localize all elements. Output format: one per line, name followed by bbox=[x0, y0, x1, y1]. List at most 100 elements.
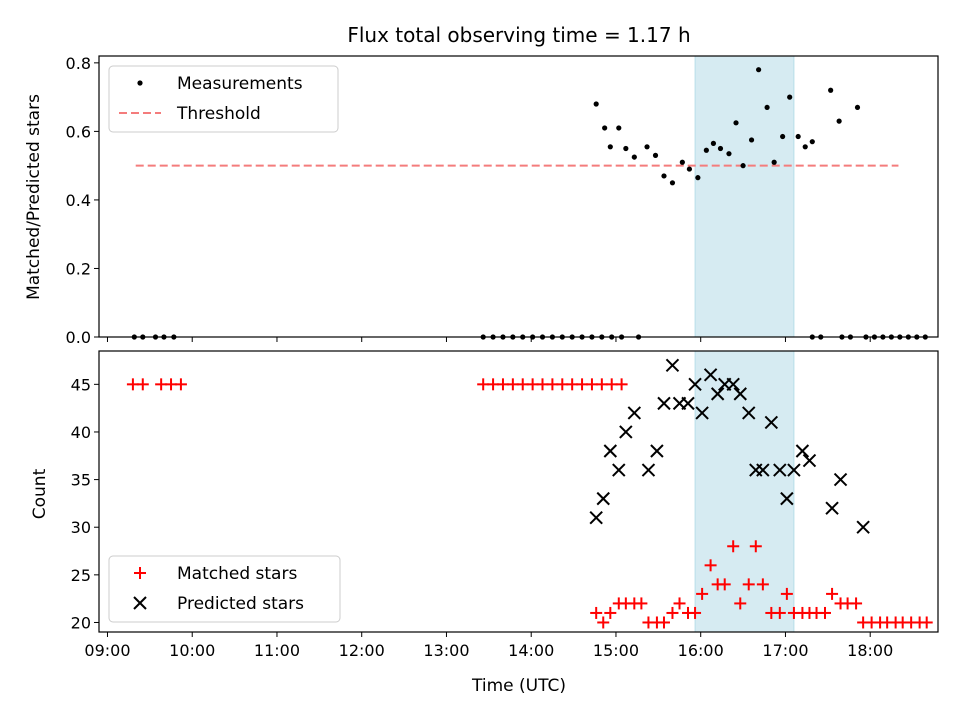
predicted-star-point bbox=[619, 425, 633, 439]
predicted-star-point bbox=[825, 501, 839, 515]
predicted-star-point bbox=[856, 520, 870, 534]
predicted-star-point bbox=[733, 387, 747, 401]
predicted-star-point bbox=[589, 510, 603, 525]
predicted-star-point bbox=[764, 415, 779, 430]
top-y-axis-label: Matched/Predicted stars bbox=[24, 94, 44, 300]
bottom-xtick-label: 11:00 bbox=[254, 641, 300, 660]
predicted-star-point bbox=[657, 396, 671, 411]
bottom-ytick-label: 25 bbox=[71, 566, 91, 585]
measurement-point bbox=[748, 137, 755, 143]
measurement-point bbox=[652, 152, 659, 158]
matched-star-point bbox=[773, 606, 786, 619]
matched-star-point bbox=[615, 378, 628, 391]
predicted-star-point bbox=[780, 491, 794, 506]
bottom-axes-frame bbox=[98, 350, 939, 633]
measurement-point bbox=[836, 118, 842, 124]
legend-matched-marker bbox=[134, 567, 146, 579]
bottom-xtick-label: 17:00 bbox=[762, 641, 808, 660]
matched-star-point bbox=[920, 616, 933, 629]
predicted-star-point bbox=[641, 463, 656, 477]
legend-predicted-label: Predicted stars bbox=[177, 594, 304, 614]
top-legend: Measurements Threshold bbox=[108, 65, 339, 133]
matched-star-point bbox=[604, 606, 617, 619]
bottom-legend: Matched stars Predicted stars bbox=[108, 555, 341, 623]
legend-measurements-label: Measurements bbox=[177, 74, 303, 94]
measurement-point bbox=[771, 159, 777, 165]
bottom-highlight-span bbox=[694, 350, 795, 633]
measurement-point bbox=[740, 163, 746, 169]
measurement-point bbox=[733, 120, 739, 126]
predicted-star-point bbox=[688, 377, 702, 392]
predicted-star-point bbox=[612, 463, 626, 477]
bottom-y-axis-label: Count bbox=[30, 468, 50, 519]
measurement-point bbox=[802, 144, 808, 150]
bottom-ytick-label: 45 bbox=[71, 375, 91, 394]
measurement-point bbox=[795, 133, 801, 140]
predicted-star-point bbox=[603, 444, 618, 458]
bottom-ytick-label: 30 bbox=[71, 518, 91, 537]
top-axes-frame bbox=[98, 55, 939, 338]
predicted-star-point bbox=[710, 387, 725, 401]
predicted-star-point bbox=[703, 368, 718, 382]
measurement-point bbox=[764, 104, 770, 111]
bottom-x-axis-label: Time (UTC) bbox=[471, 676, 566, 696]
bottom-xtick-label: 15:00 bbox=[593, 641, 639, 660]
top-ytick-label: 0.2 bbox=[66, 259, 91, 278]
measurement-point bbox=[593, 101, 599, 107]
predicted-star-point bbox=[596, 491, 610, 506]
bottom-panel: 20 25 30 35 40 45 09:00 10:00 11:00 12:00 13:00 14… bbox=[30, 350, 939, 696]
matched-star-point bbox=[696, 587, 709, 600]
measurement-point bbox=[623, 145, 629, 152]
legend-measurements-marker bbox=[137, 80, 143, 86]
matched-star-point bbox=[136, 378, 149, 391]
measurement-point bbox=[828, 87, 834, 93]
matched-star-point bbox=[734, 597, 747, 610]
legend-predicted-marker bbox=[133, 596, 147, 610]
predicted-star-point bbox=[695, 406, 709, 420]
matched-star-point bbox=[597, 616, 610, 629]
predicted-star-point bbox=[726, 377, 740, 392]
bottom-xtick-label: 10:00 bbox=[169, 641, 215, 660]
measurement-point bbox=[616, 125, 622, 131]
predicted-star-point bbox=[802, 453, 817, 468]
bottom-ytick-label: 20 bbox=[71, 613, 91, 632]
measurement-point bbox=[756, 67, 762, 73]
matched-star-point bbox=[635, 597, 648, 610]
bottom-ytick-label: 35 bbox=[71, 471, 91, 490]
bottom-xtick-label: 09:00 bbox=[84, 641, 130, 660]
measurement-point bbox=[695, 175, 701, 181]
predicted-star-point bbox=[681, 396, 695, 411]
matched-star-point bbox=[666, 606, 679, 619]
bottom-ytick-label: 40 bbox=[71, 423, 91, 442]
measurement-point bbox=[854, 104, 861, 111]
legend-threshold-label: Threshold bbox=[176, 104, 261, 124]
measurement-point bbox=[679, 159, 685, 165]
predicted-star-point bbox=[795, 444, 810, 458]
top-ytick-label: 0.6 bbox=[66, 122, 91, 141]
matched-star-point bbox=[727, 540, 740, 553]
matched-star-point bbox=[673, 597, 686, 610]
measurement-point bbox=[607, 144, 613, 150]
bottom-xtick-label: 13:00 bbox=[423, 641, 469, 660]
top-ytick-label: 0.4 bbox=[66, 191, 91, 210]
measurement-point bbox=[631, 154, 637, 160]
bottom-xtick-label: 18:00 bbox=[847, 641, 893, 660]
matched-star-point bbox=[174, 378, 187, 391]
top-ytick-label: 0.8 bbox=[66, 54, 91, 73]
measurement-point bbox=[809, 139, 815, 145]
measurement-point bbox=[726, 151, 732, 157]
matched-star-point bbox=[590, 606, 603, 619]
predicted-star-point bbox=[787, 463, 801, 477]
measurement-point bbox=[669, 180, 676, 186]
matched-star-point bbox=[718, 578, 731, 591]
legend-matched-label: Matched stars bbox=[177, 564, 297, 584]
bottom-xtick-label: 14:00 bbox=[508, 641, 554, 660]
measurement-point bbox=[644, 144, 650, 150]
predicted-star-point bbox=[756, 463, 770, 477]
measurement-point bbox=[780, 133, 786, 140]
matched-star-point bbox=[850, 597, 863, 610]
measurement-point bbox=[717, 145, 724, 152]
measurement-point bbox=[710, 140, 717, 146]
measurement-point bbox=[602, 125, 608, 131]
